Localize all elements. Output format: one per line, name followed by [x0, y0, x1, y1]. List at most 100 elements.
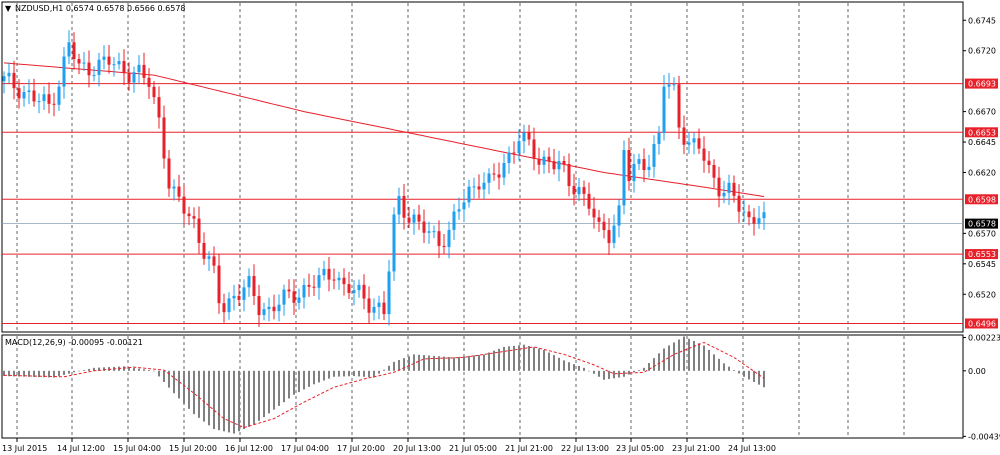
macd-histogram-bar: [303, 370, 305, 390]
macd-histogram-bar: [63, 370, 65, 375]
price-level-tag: [965, 318, 998, 329]
macd-histogram-bar: [283, 370, 285, 403]
candle-body: [427, 231, 431, 233]
macd-histogram-bar: [613, 370, 615, 379]
macd-histogram-bar: [273, 370, 275, 410]
candle-body: [32, 90, 36, 102]
macd-histogram-bar: [168, 370, 170, 388]
macd-histogram-bar: [488, 352, 490, 371]
candle-body: [377, 302, 381, 307]
candle-body: [577, 187, 581, 195]
macd-histogram-bar: [583, 367, 585, 371]
candle-body: [137, 64, 141, 73]
macd-histogram-bar: [418, 354, 420, 371]
candle-body: [342, 277, 346, 285]
y-tick-label: 0.6545: [968, 260, 996, 269]
candle-body: [742, 211, 746, 213]
macd-histogram-bar: [553, 355, 555, 371]
candle-body: [352, 290, 356, 293]
horizontal-levels: [2, 83, 963, 324]
candle-body: [527, 132, 531, 140]
macd-histogram-bar: [533, 347, 535, 371]
macd-histogram-bar: [378, 370, 380, 374]
candle-body: [127, 73, 131, 83]
macd-histogram-bar: [558, 357, 560, 371]
candle-body: [92, 74, 96, 76]
macd-histogram-bar: [538, 348, 540, 371]
candle-body: [432, 231, 436, 233]
macd-histogram-bar: [673, 342, 675, 371]
macd-histogram-bar: [478, 354, 480, 371]
macd-histogram-bar: [23, 370, 25, 377]
macd-histogram-bar: [318, 370, 320, 383]
candle-body: [372, 306, 376, 313]
candle-body: [287, 289, 291, 292]
macd-histogram-bar: [8, 370, 10, 377]
macd-header: MACD(12,26,9) -0.00095 -0.00121: [5, 338, 143, 347]
y-tick-label: 0.6520: [968, 290, 996, 299]
macd-histogram-bar: [598, 370, 600, 377]
macd-histogram-bar: [658, 353, 660, 371]
macd-histogram-bar: [278, 370, 280, 406]
candle-body: [222, 303, 226, 313]
macd-histogram-bar: [678, 339, 680, 371]
candle-body: [682, 127, 686, 145]
candle-body: [397, 196, 401, 215]
candle-body: [412, 214, 416, 223]
macd-histogram-bar: [143, 369, 145, 371]
price-level-label: 0.6496: [968, 319, 996, 328]
y-tick-label: 0.6620: [968, 168, 996, 177]
candle-body: [557, 160, 561, 170]
chart-collapse-icon[interactable]: ▼: [5, 4, 12, 13]
macd-histogram-bar: [548, 352, 550, 371]
x-tick-label: 13 Jul 2015: [2, 444, 47, 453]
macd-histogram-bar: [693, 340, 695, 371]
macd-histogram-bar: [183, 370, 185, 404]
macd-histogram-bar: [593, 370, 595, 374]
candle-body: [202, 242, 206, 259]
y-tick-label: 0.6745: [968, 16, 996, 25]
macd-histogram-bar: [223, 370, 225, 432]
candle-body: [707, 160, 711, 165]
candle-body: [367, 298, 371, 313]
macd-histogram-bar: [93, 367, 95, 371]
candle-body: [57, 86, 61, 105]
macd-histogram-bar: [668, 345, 670, 371]
macd-histogram-bar: [398, 360, 400, 371]
candle-body: [187, 213, 191, 217]
macd-histogram-bar: [13, 370, 15, 377]
macd-histogram-bar: [133, 367, 135, 371]
candle-body: [212, 256, 216, 266]
candle-body: [407, 217, 411, 223]
candle-body: [617, 205, 621, 226]
macd-indicator: [3, 336, 765, 434]
macd-histogram-bar: [408, 356, 410, 371]
candle-body: [22, 92, 26, 99]
candle-body: [757, 218, 761, 224]
candle-body: [637, 159, 641, 164]
macd-histogram-bar: [423, 355, 425, 371]
macd-histogram-bar: [638, 370, 640, 371]
price-level-tag: [965, 127, 998, 138]
macd-histogram-bar: [48, 370, 50, 378]
macd-histogram-bar: [138, 368, 140, 371]
candle-body: [642, 159, 646, 170]
candle-body: [702, 148, 706, 161]
candle-body: [192, 216, 196, 219]
macd-histogram-bar: [158, 370, 160, 377]
candle-body: [257, 296, 261, 316]
y-tick-label: 0.6570: [968, 229, 996, 238]
x-tick-label: 21 Jul 21:00: [505, 444, 553, 453]
macd-histogram-bar: [103, 367, 105, 371]
candle-body: [362, 284, 366, 299]
candle-body: [62, 56, 66, 87]
candle-body: [52, 103, 56, 105]
candle-body: [752, 217, 756, 224]
macd-histogram-bar: [228, 370, 230, 433]
macd-histogram-bar: [178, 370, 180, 399]
x-tick-label: 21 Jul 05:00: [449, 444, 497, 453]
macd-histogram-bar: [173, 370, 175, 394]
candle-body: [667, 84, 671, 87]
macd-histogram-bar: [688, 338, 690, 371]
macd-histogram-bar: [458, 356, 460, 371]
